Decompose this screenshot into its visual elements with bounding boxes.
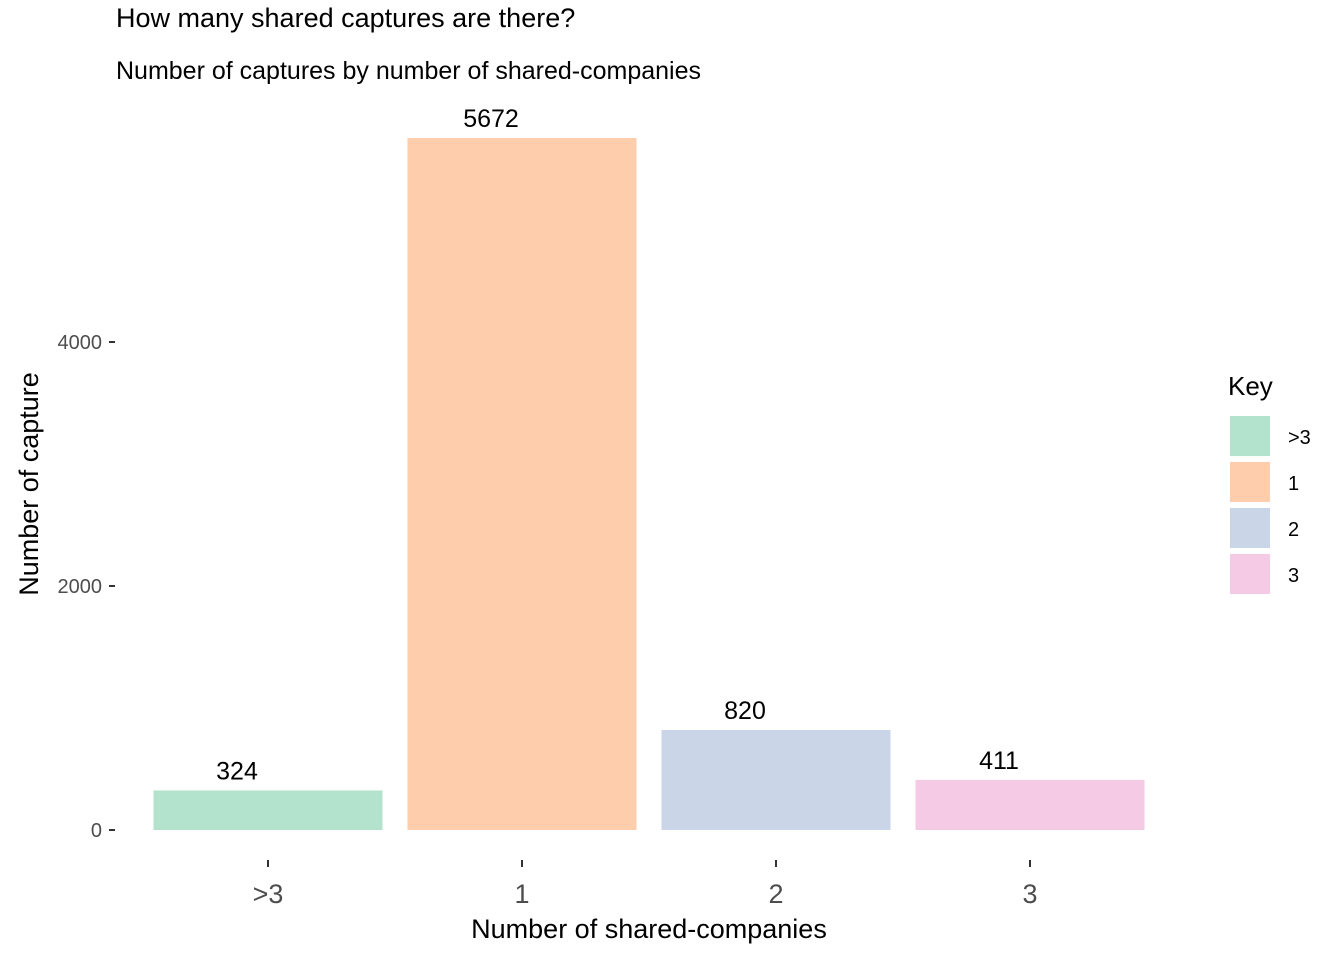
x-tick-label: 2	[768, 879, 783, 909]
x-axis: >3 1 2 3	[253, 860, 1038, 909]
data-label: 820	[724, 697, 766, 725]
legend-items: >3 1 2 3	[1228, 414, 1311, 596]
legend-swatch-2	[1228, 460, 1272, 504]
data-label: 324	[216, 757, 258, 785]
bar-2	[407, 138, 637, 830]
bars	[153, 138, 1145, 830]
legend-title: Key	[1228, 371, 1273, 401]
legend-label: 3	[1288, 565, 1299, 587]
x-tick-label: 3	[1022, 879, 1037, 909]
x-axis-title: Number of shared-companies	[471, 914, 827, 944]
bar-1	[153, 790, 383, 830]
y-axis-title: Number of capture	[14, 372, 44, 596]
chart-subtitle: Number of captures by number of shared-c…	[116, 57, 702, 85]
x-tick-label: >3	[253, 879, 284, 909]
legend: Key >3 1 2 3	[1228, 371, 1311, 596]
y-tick-label: 2000	[58, 576, 103, 598]
data-label: 411	[979, 747, 1019, 775]
legend-label: >3	[1288, 427, 1311, 449]
y-axis: 0 2000 4000	[58, 332, 115, 842]
legend-label: 1	[1288, 473, 1299, 495]
legend-swatch-1	[1228, 414, 1272, 458]
legend-label: 2	[1288, 519, 1299, 541]
y-tick-label: 4000	[58, 332, 103, 354]
legend-swatch-3	[1228, 506, 1272, 550]
chart-title: How many shared captures are there?	[116, 3, 576, 33]
y-tick-label: 0	[91, 820, 102, 842]
bar-4	[915, 779, 1145, 830]
bar-3	[661, 729, 891, 830]
legend-swatch-4	[1228, 552, 1272, 596]
data-labels: 324 5672 820 411	[216, 105, 1019, 785]
x-tick-label: 1	[514, 879, 529, 909]
data-label: 5672	[463, 105, 519, 133]
